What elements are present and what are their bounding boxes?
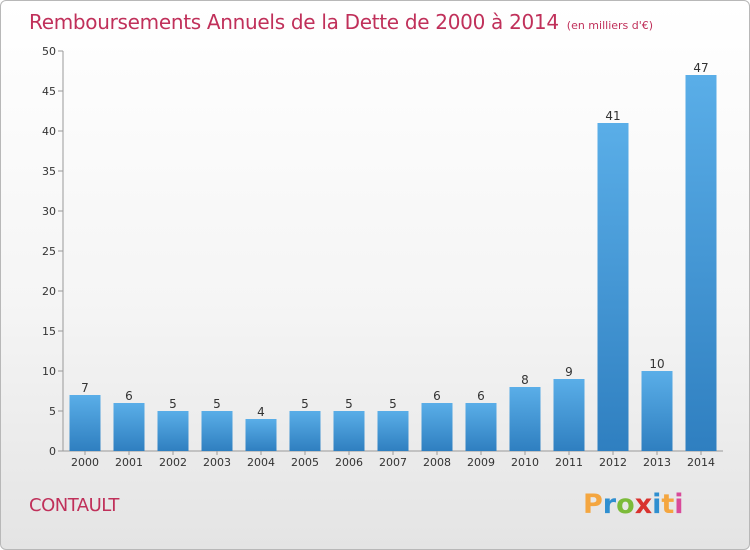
y-tick-label: 25: [42, 245, 56, 258]
bar-2002: [157, 411, 189, 451]
logo-letter: P: [583, 489, 603, 520]
logo-letter: x: [634, 489, 653, 520]
value-label: 7: [81, 381, 89, 395]
y-tick-label: 15: [42, 325, 56, 338]
chart-title-text: Remboursements Annuels de la Dette de 20…: [29, 10, 559, 34]
y-tick-label: 0: [49, 445, 56, 458]
value-label: 4: [257, 405, 265, 419]
value-label: 6: [477, 389, 485, 403]
bar-2009: [465, 403, 497, 451]
bar-2004: [245, 419, 277, 451]
x-tick-label: 2003: [203, 456, 231, 469]
value-label: 41: [605, 109, 620, 123]
x-tick-label: 2001: [115, 456, 143, 469]
y-tick-label: 5: [49, 405, 56, 418]
chart-unit: (en milliers d'€): [566, 19, 654, 32]
y-tick-label: 10: [42, 365, 56, 378]
x-tick-label: 2013: [643, 456, 671, 469]
x-tick-label: 2012: [599, 456, 627, 469]
y-tick-label: 30: [42, 205, 56, 218]
value-label: 6: [433, 389, 441, 403]
chart-bars: [69, 75, 717, 451]
logo-letter: o: [616, 489, 635, 520]
x-tick-label: 2007: [379, 456, 407, 469]
bar-2001: [113, 403, 145, 451]
value-label: 47: [693, 61, 708, 75]
value-label: 5: [389, 397, 397, 411]
x-tick-label: 2010: [511, 456, 539, 469]
value-label: 10: [649, 357, 664, 371]
y-tick-label: 40: [42, 125, 56, 138]
logo-letter: i: [652, 489, 662, 520]
commune-name: CONTAULT: [29, 495, 119, 516]
bar-2008: [421, 403, 453, 451]
value-label: 5: [213, 397, 221, 411]
x-tick-label: 2006: [335, 456, 363, 469]
value-label: 5: [345, 397, 353, 411]
y-tick-label: 50: [42, 45, 56, 58]
y-tick-label: 20: [42, 285, 56, 298]
x-tick-label: 2004: [247, 456, 275, 469]
chart-labels: 7 2000 6 2001 5 2002 5 2003 4 2004 5 2005 5 2006 5 2007…: [71, 61, 715, 469]
x-tick-label: 2011: [555, 456, 583, 469]
proxiti-logo[interactable]: Proxiti: [583, 489, 684, 520]
logo-letter: t: [661, 489, 675, 520]
bar-2003: [201, 411, 233, 451]
logo-letter: i: [674, 489, 684, 520]
x-tick-label: 2008: [423, 456, 451, 469]
bar-2012: [597, 123, 629, 451]
logo-letter: r: [602, 489, 617, 520]
bar-2006: [333, 411, 365, 451]
bar-2013: [641, 371, 673, 451]
bar-2007: [377, 411, 409, 451]
y-tick-label: 45: [42, 85, 56, 98]
chart-title: Remboursements Annuels de la Dette de 20…: [29, 10, 653, 34]
value-label: 5: [169, 397, 177, 411]
value-label: 8: [521, 373, 529, 387]
bar-2005: [289, 411, 321, 451]
bar-2000: [69, 395, 101, 451]
x-tick-label: 2005: [291, 456, 319, 469]
bar-2014: [685, 75, 717, 451]
x-tick-label: 2000: [71, 456, 99, 469]
value-label: 5: [301, 397, 309, 411]
y-tick-label: 35: [42, 165, 56, 178]
value-label: 6: [125, 389, 133, 403]
x-tick-label: 2009: [467, 456, 495, 469]
bar-2010: [509, 387, 541, 451]
value-label: 9: [565, 365, 573, 379]
x-tick-label: 2014: [687, 456, 715, 469]
x-tick-label: 2002: [159, 456, 187, 469]
bar-2011: [553, 379, 585, 451]
